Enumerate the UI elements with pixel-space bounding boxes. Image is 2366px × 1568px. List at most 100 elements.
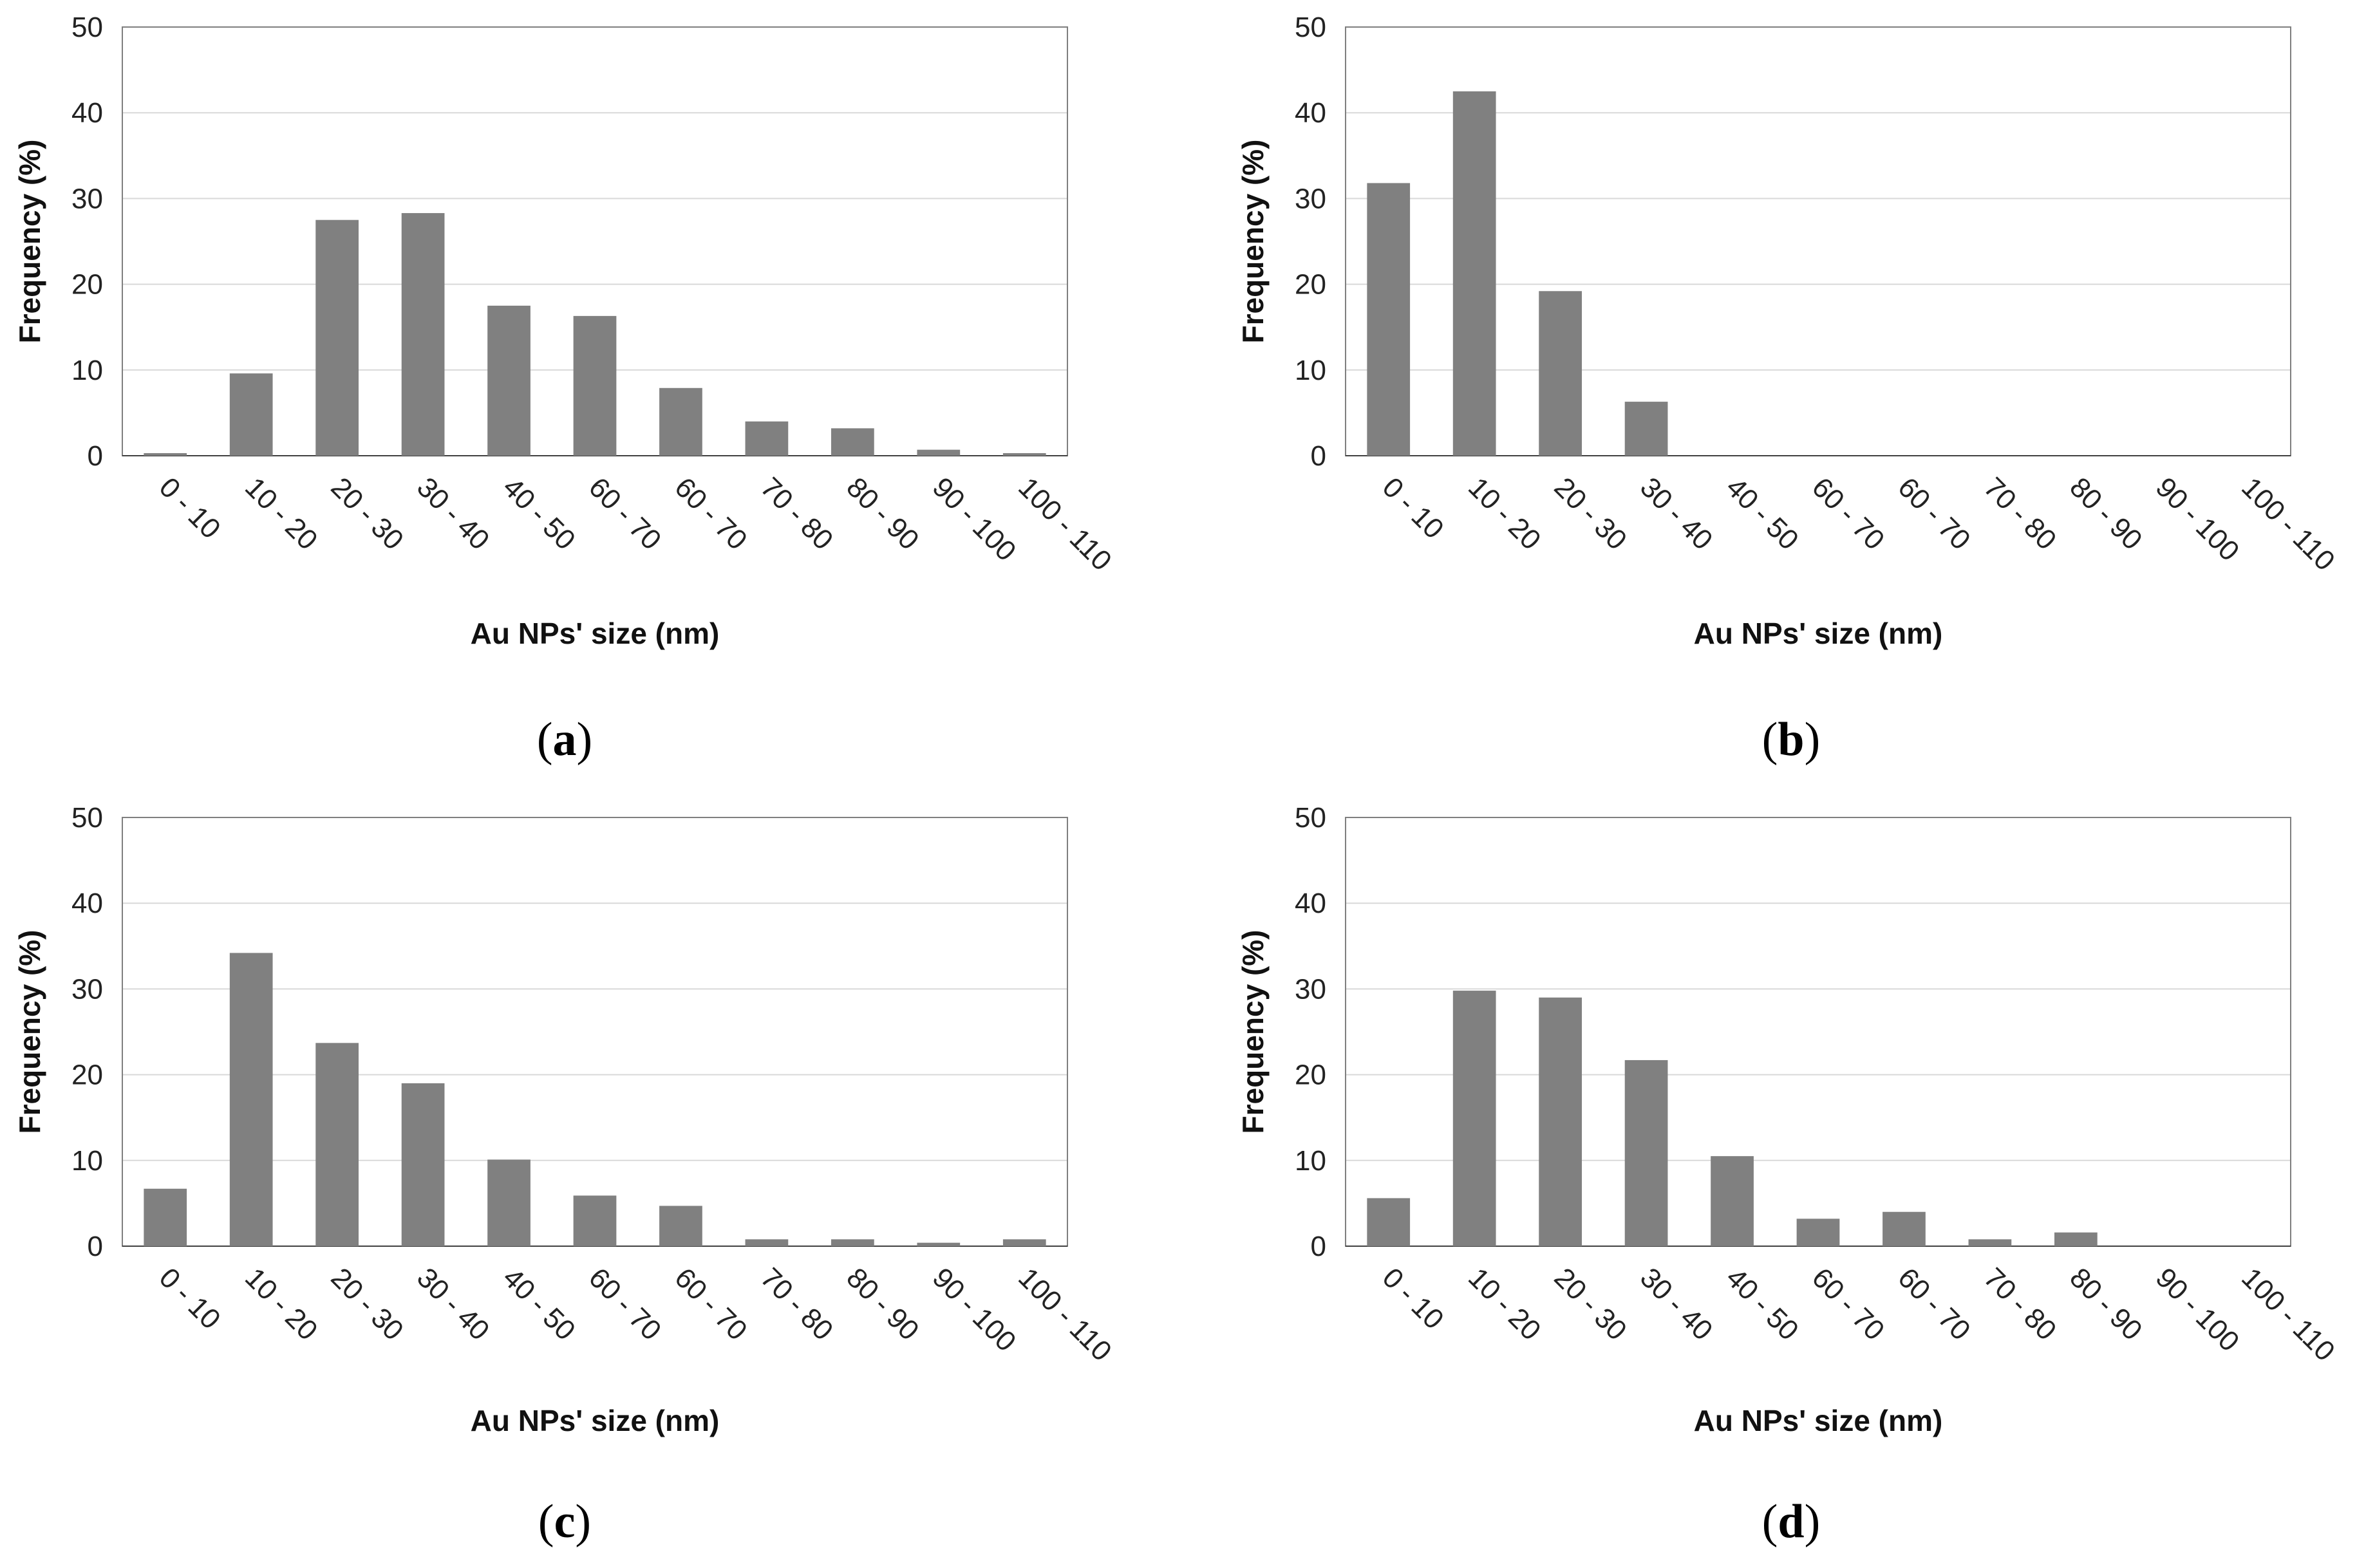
bar — [2054, 1232, 2098, 1246]
bar — [1539, 997, 1582, 1246]
x-tick-label: 80 - 90 — [840, 1262, 925, 1347]
gridlines — [1346, 902, 2291, 1161]
x-tick-label: 0 - 10 — [1376, 1262, 1450, 1335]
bar — [659, 387, 702, 456]
x-tick-label: 10 - 20 — [239, 1262, 324, 1347]
y-tick-label: 30 — [1295, 973, 1326, 1005]
x-axis-title: Au NPs' size (nm) — [471, 617, 720, 650]
bar — [745, 1239, 789, 1246]
x-tick-label: 90 - 100 — [926, 471, 1022, 567]
bar — [315, 1043, 359, 1246]
x-tick-label: 30 - 40 — [411, 1262, 496, 1347]
y-tick-label: 0 — [88, 1231, 103, 1262]
y-tick-label: 0 — [1311, 1231, 1326, 1262]
bars — [122, 953, 1067, 1247]
x-tick-label: 60 - 70 — [1806, 1262, 1891, 1347]
x-tick-label: 80 - 90 — [2063, 471, 2148, 556]
chart-panel-d: 0 10 20 30 40 50 0 - 10 10 - 20 20 - 30 30 - 40 4… — [1183, 784, 2366, 1568]
x-tick-label: 60 - 70 — [668, 471, 753, 556]
x-tick-label: 60 - 70 — [668, 1262, 753, 1347]
x-tick-label: 0 - 10 — [153, 471, 227, 545]
y-tick-label: 40 — [71, 888, 103, 919]
bar — [831, 428, 874, 456]
bar — [1452, 991, 1496, 1246]
x-tick-label: 90 - 100 — [2150, 1262, 2246, 1358]
y-tick-labels: 0 10 20 30 40 50 — [1295, 12, 1326, 472]
bar — [1624, 402, 1668, 456]
y-tick-label: 10 — [1295, 1145, 1326, 1177]
x-tick-label: 30 - 40 — [1634, 1262, 1719, 1347]
y-tick-label: 50 — [71, 802, 103, 834]
x-tick-label: 20 - 30 — [1548, 1262, 1633, 1347]
x-tick-label: 70 - 80 — [1978, 471, 2063, 556]
y-tick-label: 50 — [1295, 802, 1326, 834]
bar — [917, 449, 961, 456]
x-tick-labels: 0 - 10 10 - 20 20 - 30 30 - 40 40 - 50 60 - 7… — [1376, 471, 2341, 577]
y-tick-label: 20 — [71, 269, 103, 301]
y-tick-label: 0 — [88, 440, 103, 472]
bar — [745, 421, 789, 456]
chart-d-svg: 0 10 20 30 40 50 0 - 10 10 - 20 20 - 30 30 - 40 4… — [1236, 802, 2341, 1548]
panel-caption: (b) — [1762, 713, 1820, 766]
bar — [1002, 1239, 1046, 1246]
chart-c-svg: 0 10 20 30 40 50 0 - 10 10 - 20 20 - 30 30 - 40 4… — [13, 802, 1118, 1548]
y-tick-label: 40 — [71, 97, 103, 129]
chart-panel-b: 0 10 20 30 40 50 0 - 10 10 - 20 20 - 30 30 - 40 4… — [1183, 0, 2366, 784]
bar — [487, 1159, 530, 1246]
bar — [144, 1188, 187, 1246]
bars — [1346, 91, 2291, 456]
x-tick-label: 60 - 70 — [1806, 471, 1891, 556]
x-tick-label: 10 - 20 — [239, 471, 324, 556]
x-tick-label: 0 - 10 — [153, 1262, 227, 1335]
bar — [1002, 453, 1046, 456]
x-tick-label: 80 - 90 — [840, 471, 925, 556]
panel-caption-letter: d — [1778, 1495, 1804, 1548]
x-tick-label: 90 - 100 — [926, 1262, 1022, 1358]
gridlines — [1346, 112, 2291, 371]
x-tick-labels: 0 - 10 10 - 20 20 - 30 30 - 40 40 - 50 60 - 7… — [1376, 1262, 2341, 1367]
bar — [1452, 91, 1496, 456]
bar — [573, 315, 617, 456]
bar — [229, 953, 273, 1246]
bar — [401, 1083, 445, 1246]
x-tick-label: 40 - 50 — [1720, 471, 1805, 556]
x-tick-label: 100 - 110 — [1012, 471, 1118, 577]
x-tick-label: 80 - 90 — [2063, 1262, 2148, 1347]
chart-panel-a: 0 10 20 30 40 50 0 - 10 10 - 20 20 - 30 30 - 40 4… — [0, 0, 1183, 784]
bar — [1367, 1198, 1411, 1246]
bar — [917, 1242, 961, 1246]
x-tick-label: 10 - 20 — [1462, 471, 1547, 556]
x-tick-labels: 0 - 10 10 - 20 20 - 30 30 - 40 40 - 50 60 - 7… — [153, 1262, 1118, 1367]
bar — [1711, 1156, 1754, 1246]
bar — [487, 305, 530, 456]
bar — [315, 219, 359, 456]
x-tick-label: 70 - 80 — [755, 1262, 840, 1347]
y-axis-title: Frequency (%) — [1236, 930, 1270, 1134]
x-axis-title: Au NPs' size (nm) — [471, 1404, 720, 1437]
x-tick-label: 60 - 70 — [583, 471, 668, 556]
y-tick-labels: 0 10 20 30 40 50 — [1295, 802, 1326, 1262]
bar — [1367, 183, 1411, 456]
x-tick-label: 100 - 110 — [1012, 1262, 1118, 1367]
x-tick-label: 40 - 50 — [1720, 1262, 1805, 1347]
bars — [1346, 991, 2291, 1247]
panel-caption: (d) — [1762, 1495, 1820, 1548]
x-tick-label: 0 - 10 — [1376, 471, 1450, 545]
bar — [659, 1206, 702, 1246]
x-tick-label: 90 - 100 — [2150, 471, 2246, 567]
x-axis-title: Au NPs' size (nm) — [1694, 617, 1943, 650]
y-tick-label: 10 — [71, 355, 103, 386]
panel-caption-letter: b — [1778, 713, 1804, 766]
x-axis-title: Au NPs' size (nm) — [1694, 1404, 1943, 1437]
x-tick-label: 40 - 50 — [496, 1262, 581, 1347]
y-axis-title: Frequency (%) — [13, 140, 46, 344]
gridlines — [122, 902, 1067, 1161]
chart-panel-c: 0 10 20 30 40 50 0 - 10 10 - 20 20 - 30 30 - 40 4… — [0, 784, 1183, 1568]
x-tick-label: 70 - 80 — [1978, 1262, 2063, 1347]
x-tick-label: 30 - 40 — [411, 471, 496, 556]
bar — [229, 373, 273, 456]
y-tick-label: 20 — [71, 1059, 103, 1091]
bar — [573, 1195, 617, 1246]
y-axis-title: Frequency (%) — [1236, 140, 1270, 344]
y-tick-label: 50 — [1295, 12, 1326, 43]
